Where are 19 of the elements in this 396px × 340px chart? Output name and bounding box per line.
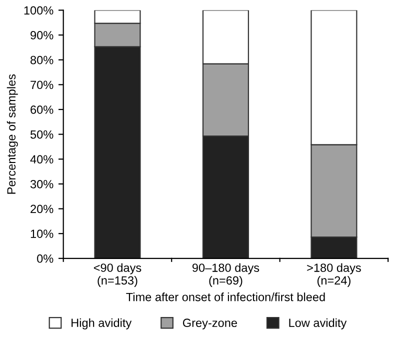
y-tick-label: 80% <box>30 56 54 64</box>
x-tick-label: >180 days (n=24) <box>307 263 361 287</box>
y-tick-label: 10% <box>30 230 54 238</box>
y-axis-title: Percentage of samples <box>6 74 18 194</box>
legend-label: Low avidity <box>289 318 347 330</box>
x-axis-title: Time after onset of infection/first bleed <box>126 292 325 302</box>
x-tick-label: 90–180 days (n=69) <box>192 263 260 287</box>
y-tick-label: 70% <box>30 80 54 90</box>
legend-label: Grey-zone <box>182 318 237 330</box>
y-tick-label: 0% <box>37 254 54 263</box>
x-tick-label: <90 days (n=153) <box>94 263 142 287</box>
y-tick-label: 100% <box>24 6 54 15</box>
y-tick-label: 90% <box>30 31 54 40</box>
y-tick-label: 20% <box>30 204 54 214</box>
y-tick-label: 50% <box>30 130 54 139</box>
y-tick-label: 30% <box>30 180 54 188</box>
y-tick-label: 40% <box>30 155 54 164</box>
y-tick-label: 60% <box>30 106 54 114</box>
legend-label: High avidity <box>72 318 132 330</box>
